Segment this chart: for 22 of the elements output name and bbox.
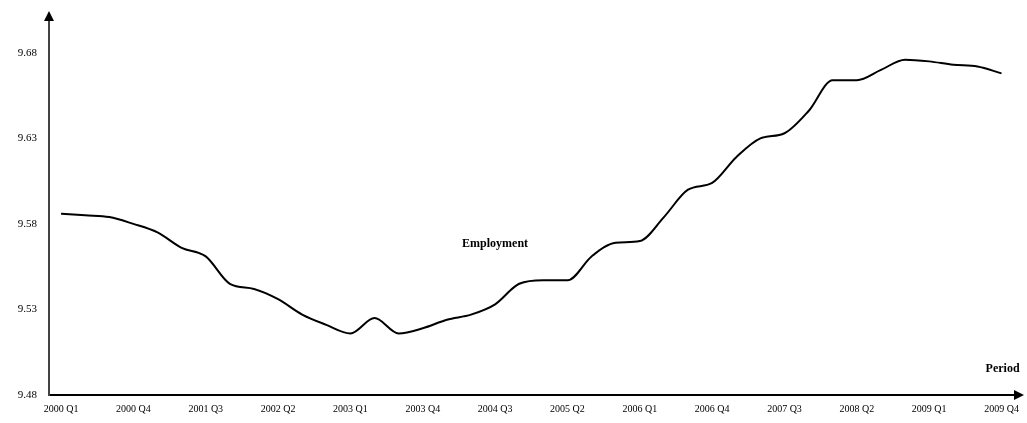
x-tick-label: 2005 Q2 xyxy=(550,402,585,414)
x-tick-label: 2004 Q3 xyxy=(477,402,513,414)
y-tick-label: 9.63 xyxy=(17,131,38,144)
x-tick-label: 2000 Q1 xyxy=(43,402,79,414)
y-tick-label: 9.48 xyxy=(17,387,38,400)
x-tick-label: 2001 Q3 xyxy=(188,402,224,414)
x-tick-label: 2003 Q4 xyxy=(405,402,441,414)
x-axis-title: Period xyxy=(985,361,1020,376)
x-tick-label: 2008 Q2 xyxy=(839,402,875,414)
y-tick-label: 9.53 xyxy=(17,302,38,315)
x-tick-label: 2003 Q1 xyxy=(333,402,368,414)
x-tick-label: 2000 Q4 xyxy=(116,402,151,414)
x-tick-label: 2006 Q1 xyxy=(622,402,658,414)
x-tick-label: 2007 Q3 xyxy=(767,402,802,414)
text: Employment xyxy=(462,236,529,251)
x-tick-label: 2009 Q1 xyxy=(911,402,947,414)
y-tick-label: 9.68 xyxy=(17,45,38,58)
line-series xyxy=(60,58,1003,335)
x-tick-label: 2009 Q4 xyxy=(984,402,1019,414)
x-tick-label: 2002 Q2 xyxy=(260,402,296,414)
y-tick-label: 9.58 xyxy=(17,216,38,229)
x-tick-label: 2006 Q4 xyxy=(694,402,730,414)
